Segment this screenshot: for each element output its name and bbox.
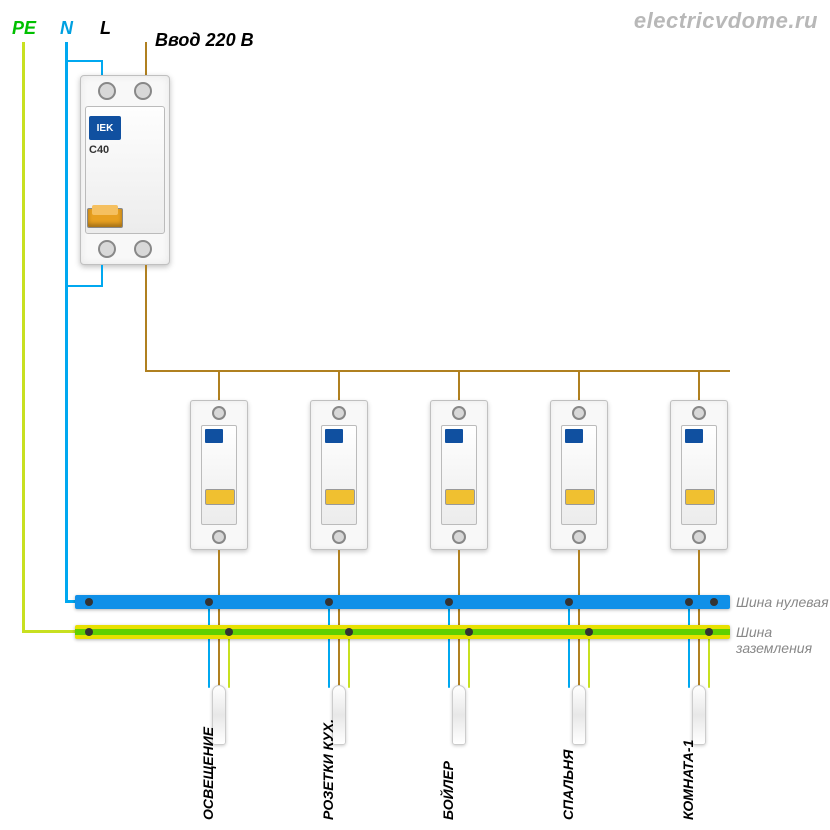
n-wire-vertical [65,42,68,602]
neutral-bus-label: Шина нулевая [736,594,829,610]
label-5: КОМНАТА-1 [680,740,696,820]
b3-out-l [458,550,460,690]
b4-stub-n [568,608,570,688]
b1-stub-pe [228,638,230,688]
n-out-main-v [101,265,103,285]
l-drop-1 [218,370,220,402]
l-drop-3 [458,370,460,402]
label-3: БОЙЛЕР [440,761,456,820]
pe-bus-label: Шина заземления [736,624,830,656]
main-rating: C40 [89,144,109,156]
cable-5 [692,685,706,745]
main-terminal-l-in [134,82,152,100]
pe-wire-vertical [22,42,25,632]
b4-out-l [578,550,580,690]
pe-bus [75,625,730,639]
b2-out-l [338,550,340,690]
breaker-2 [310,400,368,550]
l-drop-2 [338,370,340,402]
n-label: N [60,18,73,39]
b5-stub-pe [708,638,710,688]
breaker-1 [190,400,248,550]
label-2: РОЗЕТКИ КУХ. [320,719,336,820]
breaker-4 [550,400,608,550]
label-4: СПАЛЬНЯ [560,750,576,820]
wiring-diagram: electricvdome.ru PE N L Ввод 220 В IEK C… [0,0,830,830]
b2-stub-n [328,608,330,688]
b3-stub-pe [468,638,470,688]
b1-out-l [218,550,220,690]
main-terminal-l-out [134,240,152,258]
l-drop-5 [698,370,700,402]
main-breaker: IEK C40 [80,75,170,265]
l-out-main-v [145,265,147,372]
main-brand-plate: IEK [89,116,121,140]
cable-4 [572,685,586,745]
b4-stub-pe [588,638,590,688]
breaker-5 [670,400,728,550]
b1-stub-n [208,608,210,688]
input-voltage-label: Ввод 220 В [155,30,254,51]
neutral-bus [75,595,730,609]
breaker-3 [430,400,488,550]
watermark: electricvdome.ru [634,8,818,34]
b5-out-l [698,550,700,690]
l-label: L [100,18,111,39]
main-terminal-n-in [98,82,116,100]
main-toggle [87,208,123,228]
b5-stub-n [688,608,690,688]
n-to-main-top-h [65,60,103,62]
pe-wire-to-bus [22,630,77,633]
label-1: ОСВЕЩЕНИЕ [200,727,216,820]
l-bus-wire [145,370,730,372]
l-drop-4 [578,370,580,402]
pe-label: PE [12,18,36,39]
b3-stub-n [448,608,450,688]
b2-stub-pe [348,638,350,688]
n-out-main-h [65,285,103,287]
main-terminal-n-out [98,240,116,258]
cable-3 [452,685,466,745]
